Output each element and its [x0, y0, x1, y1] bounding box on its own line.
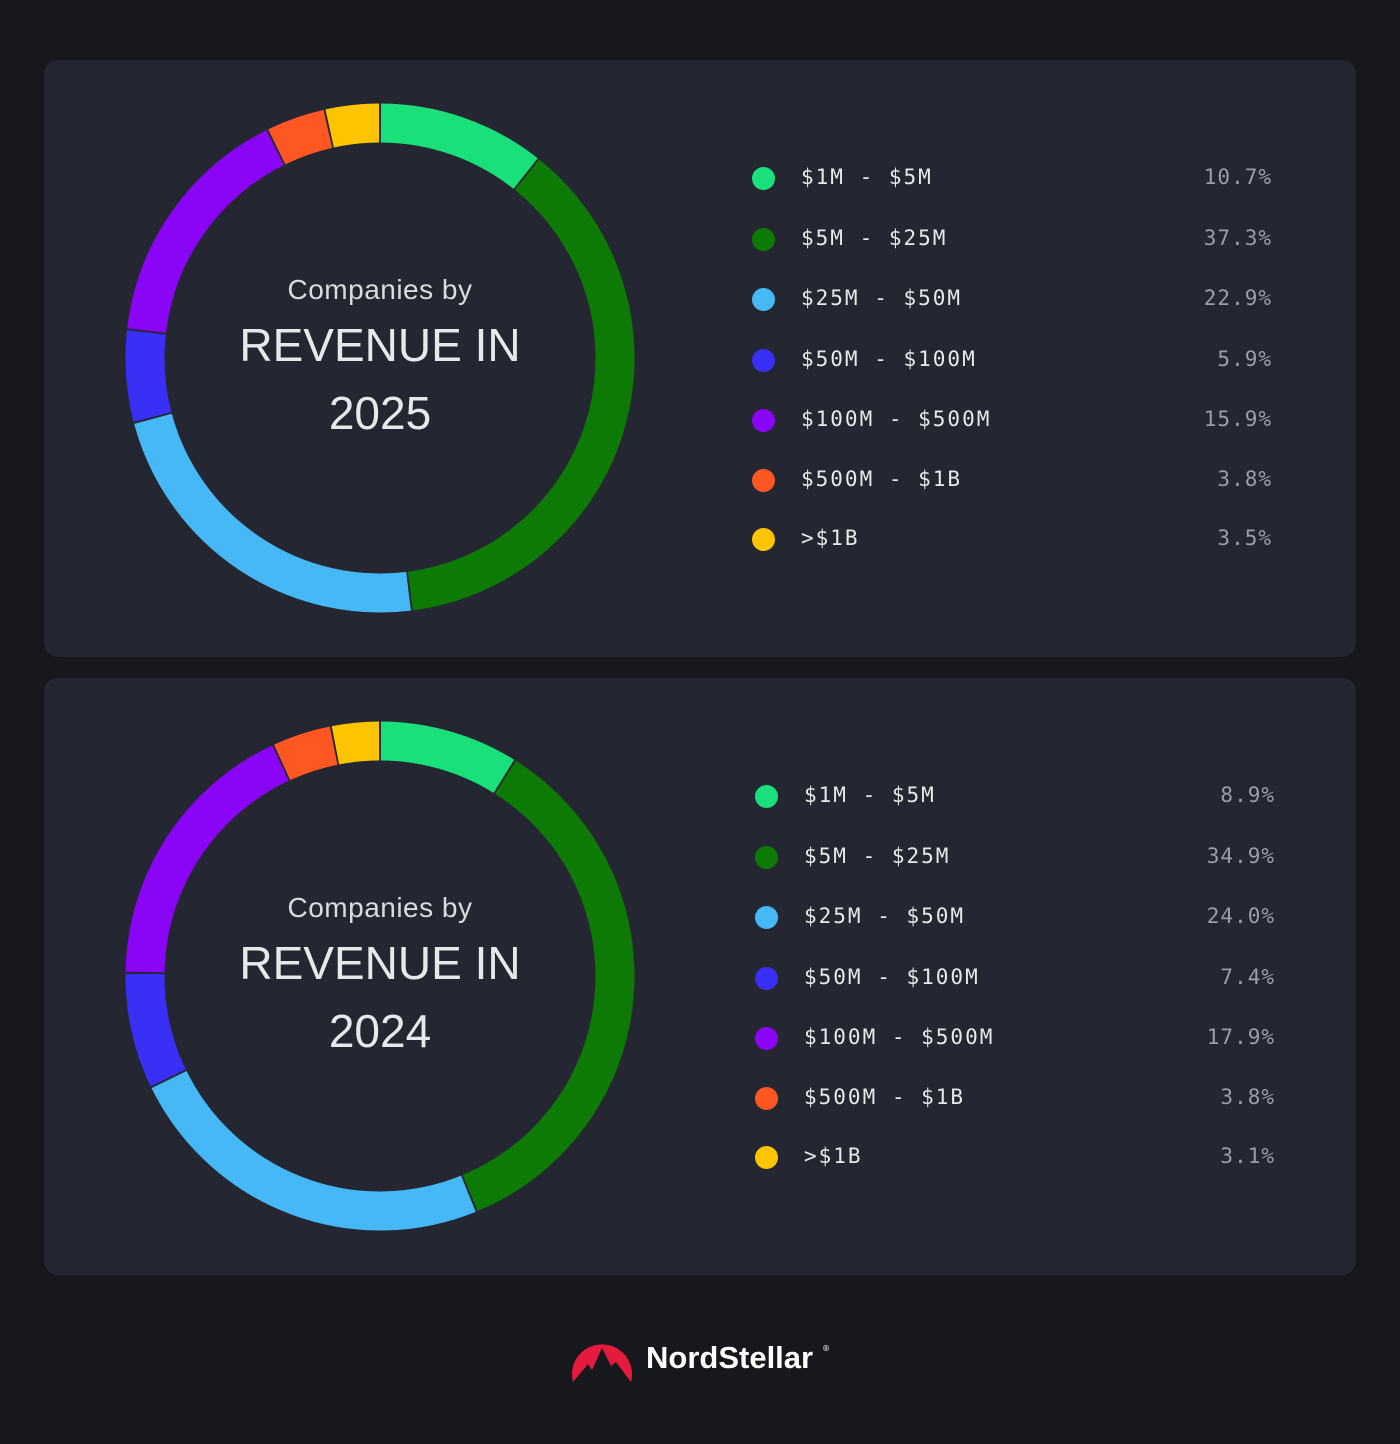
legend-label: $50M - $100M [801, 347, 977, 371]
legend-value: 3.8% [1217, 467, 1272, 491]
chart-year: 2025 [328, 387, 432, 439]
legend-dot-icon [755, 967, 778, 990]
legend-value: 37.3% [1203, 226, 1272, 250]
chart-card: Companies by REVENUE IN 2025 $1M - $5M 1… [44, 60, 1356, 657]
legend-item: $5M - $25M 37.3% [752, 224, 1272, 254]
legend-value: 3.8% [1220, 1085, 1275, 1109]
legend-value: 34.9% [1206, 844, 1275, 868]
legend-label: >$1B [801, 526, 860, 550]
donut-slice [268, 109, 333, 165]
legend-item: $100M - $500M 17.9% [755, 1023, 1275, 1053]
legend-value: 3.1% [1220, 1144, 1275, 1168]
legend-label: $1M - $5M [804, 783, 936, 807]
chart-subtitle: Companies by [287, 892, 473, 923]
donut-chart [125, 721, 635, 1231]
legend-label: $5M - $25M [801, 226, 948, 250]
legend-dot-icon [752, 288, 775, 311]
legend-item: $500M - $1B 3.8% [755, 1083, 1275, 1113]
donut-slice [134, 413, 411, 613]
nordstellar-logo: NordStellar ® [570, 1334, 840, 1390]
donut-slice [380, 721, 515, 794]
legend-dot-icon [755, 906, 778, 929]
donut-slice [127, 130, 285, 334]
mountain-logo-icon [572, 1344, 632, 1382]
legend-label: $50M - $100M [804, 965, 980, 989]
chart-title-line: REVENUE IN [239, 937, 521, 989]
chart-title-line: REVENUE IN [239, 319, 521, 371]
legend-item: $50M - $100M 5.9% [752, 345, 1272, 375]
legend-label: $5M - $25M [804, 844, 951, 868]
donut-slice [125, 330, 172, 422]
legend-value: 15.9% [1203, 407, 1272, 431]
legend-label: $100M - $500M [804, 1025, 995, 1049]
legend-value: 8.9% [1220, 783, 1275, 807]
legend-item: $1M - $5M 8.9% [755, 781, 1275, 811]
legend-item: $100M - $500M 15.9% [752, 405, 1272, 435]
legend-dot-icon [752, 349, 775, 372]
chart-subtitle: Companies by [287, 274, 473, 305]
donut-slice [325, 103, 380, 148]
legend-value: 24.0% [1206, 904, 1275, 928]
chart-card: Companies by REVENUE IN 2024 $1M - $5M 8… [44, 678, 1356, 1275]
legend-item: $25M - $50M 22.9% [752, 284, 1272, 314]
legend-label: $25M - $50M [801, 286, 963, 310]
legend-dot-icon [755, 1146, 778, 1169]
legend-dot-icon [755, 1027, 778, 1050]
legend-label: $100M - $500M [801, 407, 992, 431]
legend-label: $25M - $50M [804, 904, 966, 928]
chart-title: Companies by REVENUE IN 2025 [230, 274, 530, 442]
legend-item: $50M - $100M 7.4% [755, 963, 1275, 993]
legend-item: $25M - $50M 24.0% [755, 902, 1275, 932]
legend-dot-icon [752, 409, 775, 432]
legend-dot-icon [755, 846, 778, 869]
legend-dot-icon [752, 528, 775, 551]
legend-value: 3.5% [1217, 526, 1272, 550]
chart-year: 2024 [328, 1005, 432, 1057]
chart-title: Companies by REVENUE IN 2024 [230, 892, 530, 1060]
donut-slice [274, 726, 338, 781]
brand-name: NordStellar [646, 1340, 814, 1375]
legend-item: $1M - $5M 10.7% [752, 163, 1272, 193]
legend-dot-icon [752, 167, 775, 190]
donut-slice [125, 973, 186, 1087]
donut-slice [151, 1070, 476, 1231]
legend-value: 5.9% [1217, 347, 1272, 371]
donut-slice [125, 745, 289, 973]
legend-dot-icon [752, 469, 775, 492]
legend-item: $500M - $1B 3.8% [752, 465, 1272, 495]
donut-slice [331, 721, 380, 765]
legend-value: 22.9% [1203, 286, 1272, 310]
donut-chart [125, 103, 635, 613]
legend-label: $500M - $1B [804, 1085, 966, 1109]
legend-label: >$1B [804, 1144, 863, 1168]
legend-dot-icon [755, 1087, 778, 1110]
legend-value: 7.4% [1220, 965, 1275, 989]
donut-slice [462, 760, 635, 1212]
legend-label: $500M - $1B [801, 467, 963, 491]
legend-item: >$1B 3.1% [755, 1142, 1275, 1172]
legend-value: 10.7% [1203, 165, 1272, 189]
legend-dot-icon [752, 228, 775, 251]
donut-slice [407, 159, 635, 611]
legend-item: >$1B 3.5% [752, 524, 1272, 554]
registered-mark: ® [822, 1344, 830, 1353]
legend-value: 17.9% [1206, 1025, 1275, 1049]
legend-item: $5M - $25M 34.9% [755, 842, 1275, 872]
donut-slice [380, 103, 538, 190]
legend-label: $1M - $5M [801, 165, 933, 189]
legend-dot-icon [755, 785, 778, 808]
